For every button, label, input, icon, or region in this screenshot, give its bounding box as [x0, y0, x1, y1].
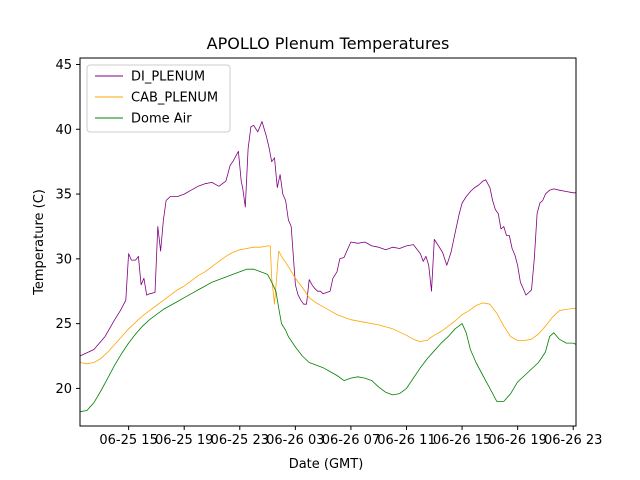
- x-tick-label: 06-26 07: [322, 433, 380, 448]
- y-axis-label: Temperature (C): [32, 189, 47, 296]
- x-axis-label: Date (GMT): [289, 457, 364, 472]
- y-axis: 20 25 30 35 40 45: [55, 58, 80, 397]
- legend: DI_PLENUM CAB_PLENUM Dome Air: [86, 64, 231, 133]
- y-tick-label: 20: [55, 382, 72, 397]
- x-tick-label: 06-26 03: [266, 433, 324, 448]
- plot-frame: [79, 57, 577, 427]
- legend-label-dome-air: Dome Air: [131, 112, 192, 127]
- y-tick-label: 30: [55, 252, 72, 267]
- series-layer: [79, 121, 577, 413]
- legend-label-di-plenum: DI_PLENUM: [131, 70, 205, 85]
- series-line-di-plenum: [79, 121, 576, 357]
- x-tick-label: 06-25 19: [155, 433, 213, 448]
- series-line-dome-air: [79, 268, 577, 413]
- series-line-cab-plenum: [79, 245, 577, 365]
- y-tick-label: 40: [55, 123, 72, 138]
- y-tick-label: 25: [55, 317, 72, 332]
- x-tick-label: 06-26 11: [377, 433, 435, 448]
- legend-label-cab-plenum: CAB_PLENUM: [131, 91, 218, 106]
- x-tick-label: 06-25 23: [211, 433, 269, 448]
- x-tick-label: 06-25 15: [99, 433, 157, 448]
- chart-title: APOLLO Plenum Temperatures: [207, 34, 450, 53]
- y-tick-label: 45: [55, 58, 72, 73]
- x-tick-label: 06-26 15: [433, 433, 491, 448]
- x-tick-label: 06-26 19: [488, 433, 546, 448]
- y-tick-label: 35: [55, 188, 72, 203]
- x-tick-label: 06-26 23: [544, 433, 602, 448]
- legend-box: [86, 64, 231, 133]
